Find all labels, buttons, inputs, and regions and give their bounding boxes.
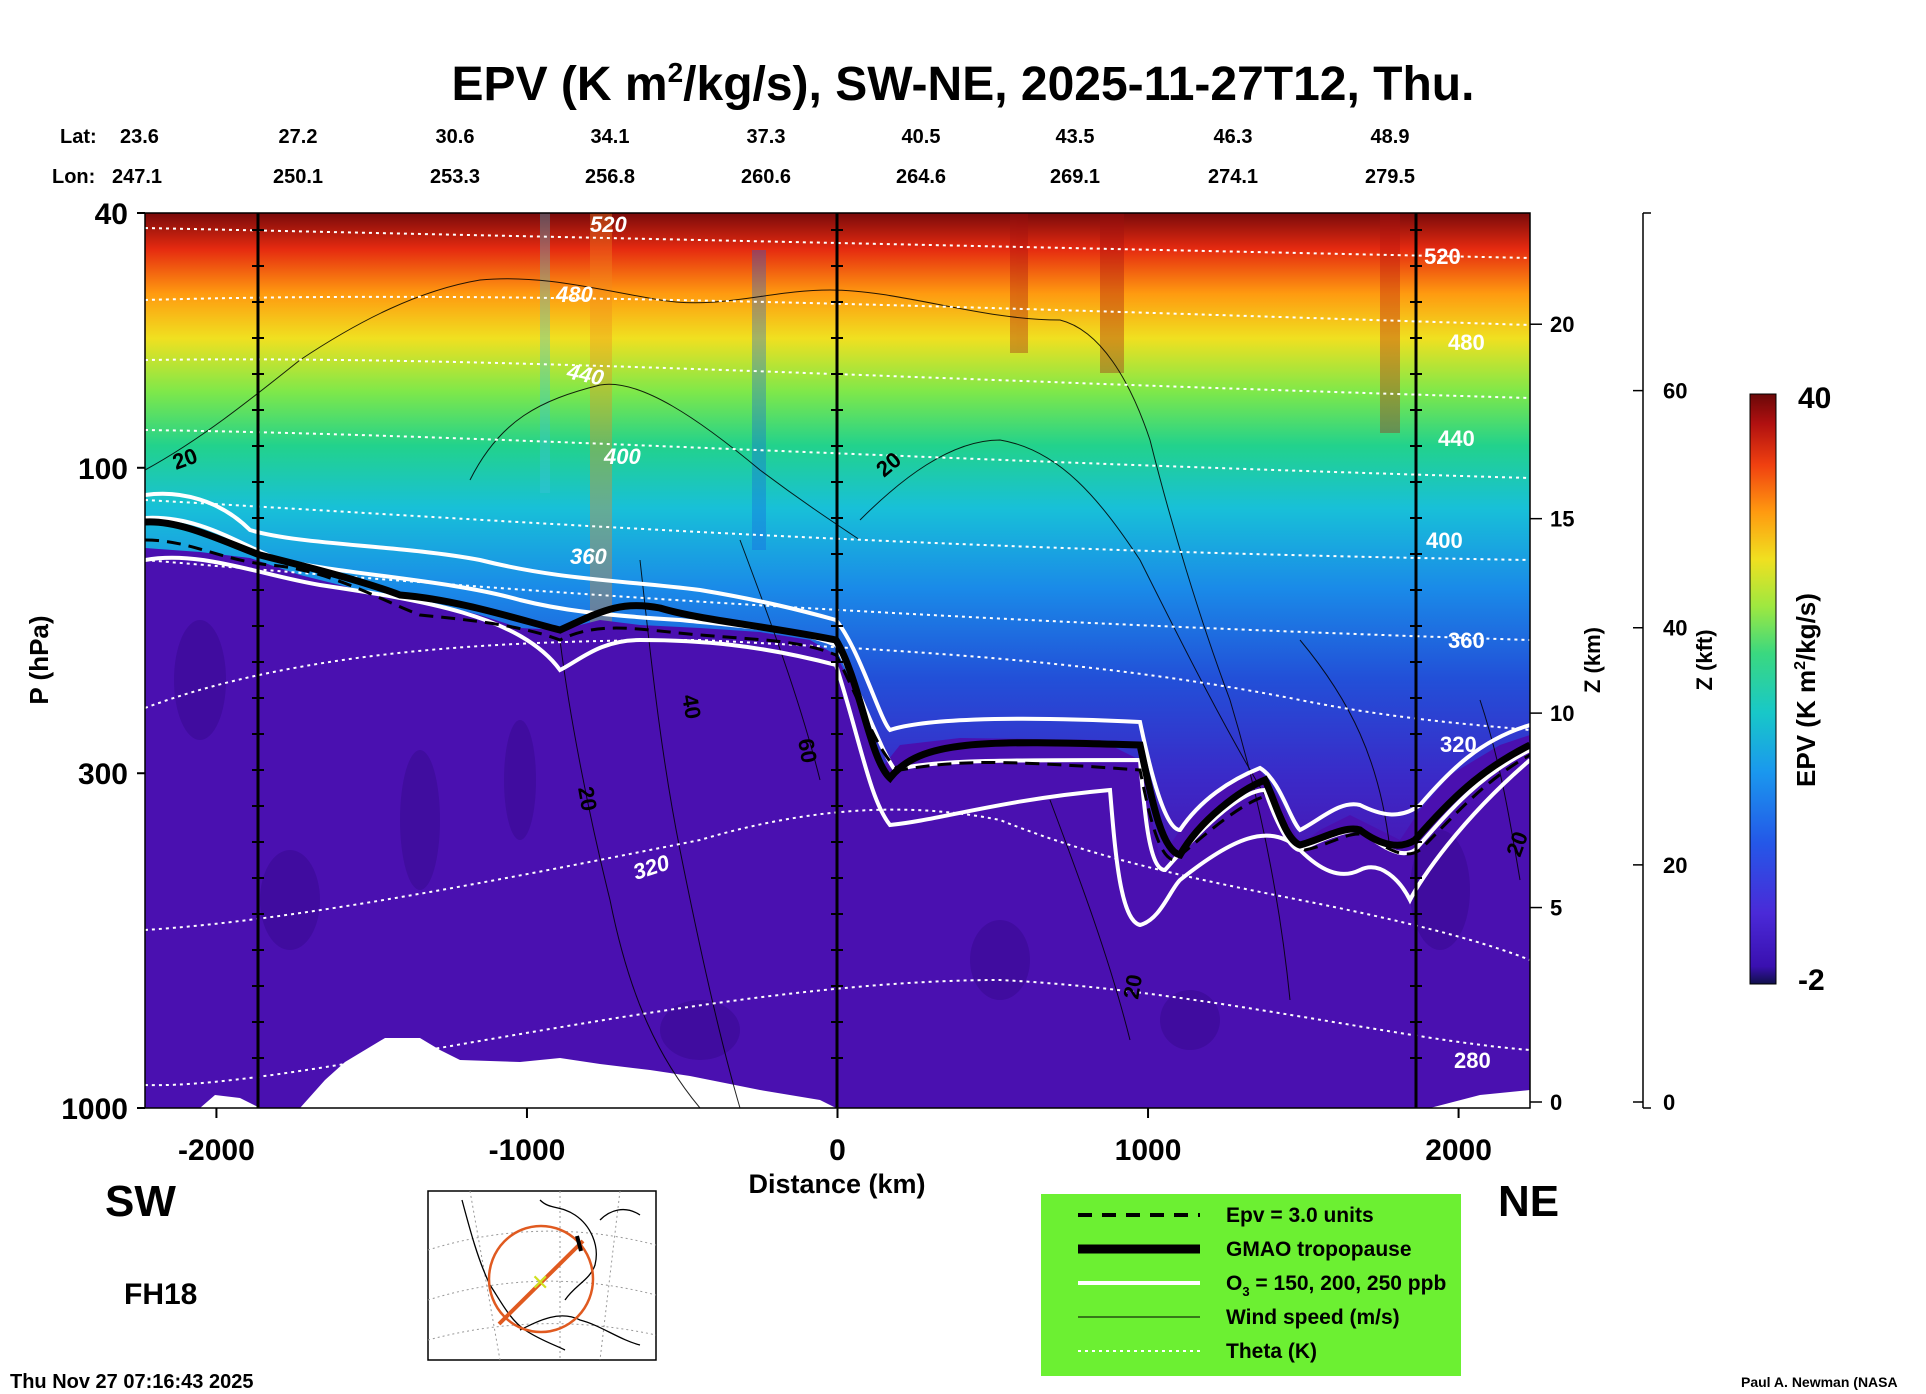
- lon-value: 247.1: [112, 166, 162, 188]
- x-axis-label: Distance (km): [748, 1169, 925, 1199]
- z-km-label: Z (km): [1580, 627, 1605, 693]
- x-tick-label: 2000: [1425, 1134, 1492, 1167]
- theta-label: 360: [1448, 628, 1485, 653]
- center-marker: ✕: [531, 1270, 549, 1295]
- lon-value: 264.6: [896, 166, 946, 188]
- legend-item: Wind speed (m/s): [1078, 1306, 1400, 1329]
- colorbar-gradient: [1749, 393, 1777, 985]
- lat-value: 27.2: [279, 126, 318, 148]
- legend-label: Wind speed (m/s): [1226, 1306, 1400, 1329]
- lon-value: 274.1: [1208, 166, 1258, 188]
- lon-value: 269.1: [1050, 166, 1100, 188]
- lon-value: 260.6: [741, 166, 791, 188]
- inset-map: ✕: [427, 1190, 657, 1361]
- legend-item: Theta (K): [1078, 1340, 1317, 1363]
- legend-label: GMAO tropopause: [1226, 1238, 1412, 1261]
- wind-label: 20: [573, 785, 602, 813]
- theta-labels-left: 520 480 440 400 360 320: [555, 212, 673, 885]
- topography: [200, 1038, 836, 1108]
- epv-3-contour: [145, 538, 1530, 862]
- y-axis-label: P (hPa): [24, 615, 54, 704]
- lat-value: 30.6: [436, 126, 475, 148]
- lat-value: 48.9: [1371, 126, 1410, 148]
- lon-value: 250.1: [273, 166, 323, 188]
- lat-value: 23.6: [120, 126, 159, 148]
- z-kft-axis: 60 40 20 0: [1633, 212, 1687, 1115]
- x-tick-label: -2000: [178, 1134, 255, 1167]
- lon-label: Lon:: [52, 166, 95, 188]
- section-line: [497, 1239, 585, 1326]
- wind-label: 40: [677, 693, 706, 721]
- legend-item: GMAO tropopause: [1078, 1238, 1412, 1261]
- theta-label: 520: [1424, 244, 1461, 269]
- lat-label: Lat:: [60, 126, 97, 148]
- z-kft-tick-label: 60: [1663, 379, 1687, 404]
- x-tick-label: 1000: [1115, 1134, 1182, 1167]
- z-kft-tick-label: 20: [1663, 853, 1687, 878]
- z-km-tick-label: 5: [1550, 896, 1562, 921]
- legend-label: Theta (K): [1226, 1340, 1317, 1363]
- timestamp: Thu Nov 27 07:16:43 2025: [10, 1371, 253, 1393]
- theta-label: 440: [1438, 426, 1475, 451]
- x-axis: -2000 -1000 0 1000 2000: [178, 1108, 1492, 1167]
- colorbar-label: EPV (K m2/kg/s): [1791, 593, 1821, 787]
- y-axis: 40 100 300 1000: [61, 198, 145, 1126]
- y-tick-label: 100: [78, 453, 128, 486]
- domain-circle: [487, 1224, 595, 1334]
- forecast-hour: FH18: [124, 1278, 197, 1311]
- z-kft-tick-label: 40: [1663, 616, 1687, 641]
- legend-label: Epv = 3.0 units: [1226, 1204, 1374, 1227]
- wind-label: 60: [793, 737, 822, 765]
- ne-label: NE: [1498, 1177, 1559, 1226]
- lat-value: 40.5: [902, 126, 941, 148]
- sw-label: SW: [105, 1177, 176, 1226]
- z-kft-label: Z (kft): [1692, 629, 1717, 690]
- lon-value: 256.8: [585, 166, 635, 188]
- x-tick-label: -1000: [489, 1134, 566, 1167]
- reference-lines: [256, 213, 1418, 1108]
- theta-labels-right: 520 480 440 400 360 320 280: [1424, 244, 1491, 1073]
- lat-value: 46.3: [1214, 126, 1253, 148]
- theta-label: 280: [1454, 1048, 1491, 1073]
- y-tick-label: 1000: [61, 1093, 128, 1126]
- wind-label: 20: [1118, 972, 1147, 1000]
- theta-label: 320: [1440, 732, 1477, 757]
- chart-title: EPV (K m2/kg/s), SW-NE, 2025-11-27T12, T…: [452, 57, 1475, 111]
- z-km-tick-label: 0: [1550, 1090, 1562, 1115]
- theta-label: 480: [555, 282, 593, 307]
- y-tick-label: 300: [78, 758, 128, 791]
- colorbar-max: 40: [1798, 382, 1831, 415]
- legend-label: O3 = 150, 200, 250 ppb: [1226, 1272, 1446, 1299]
- lat-value: 43.5: [1056, 126, 1095, 148]
- legend-item: Epv = 3.0 units: [1078, 1204, 1374, 1227]
- x-tick-label: 0: [829, 1134, 846, 1167]
- z-km-tick-label: 20: [1550, 312, 1574, 337]
- theta-label: 480: [1448, 330, 1485, 355]
- colorbar-min: -2: [1798, 964, 1825, 997]
- y-tick-label: 40: [95, 198, 128, 231]
- lon-value: 279.5: [1365, 166, 1415, 188]
- z-km-tick-label: 15: [1550, 507, 1574, 532]
- theta-label: 400: [603, 444, 641, 469]
- credit: Paul A. Newman (NASA: [1741, 1374, 1898, 1390]
- z-km-axis: 20 15 10 5 0: [1530, 312, 1574, 1115]
- theta-label: 400: [1426, 528, 1463, 553]
- z-km-tick-label: 10: [1550, 701, 1574, 726]
- theta-label: 520: [590, 212, 627, 237]
- lon-value: 253.3: [430, 166, 480, 188]
- legend: Epv = 3.0 units GMAO tropopause O3 = 150, …: [1041, 1194, 1461, 1376]
- legend-item: O3 = 150, 200, 250 ppb: [1078, 1272, 1446, 1299]
- z-kft-tick-label: 0: [1663, 1090, 1675, 1115]
- colorbar: 40 -2 EPV (K m2/kg/s): [1749, 382, 1831, 997]
- lat-value: 37.3: [747, 126, 786, 148]
- lat-value: 34.1: [591, 126, 630, 148]
- lat-lon-row: 23.6 27.2 30.6 34.1 37.3 40.5 43.5 46.3 48.9 247.…: [112, 126, 1415, 188]
- theta-label: 360: [570, 544, 607, 569]
- north-america-outline: [461, 1199, 641, 1351]
